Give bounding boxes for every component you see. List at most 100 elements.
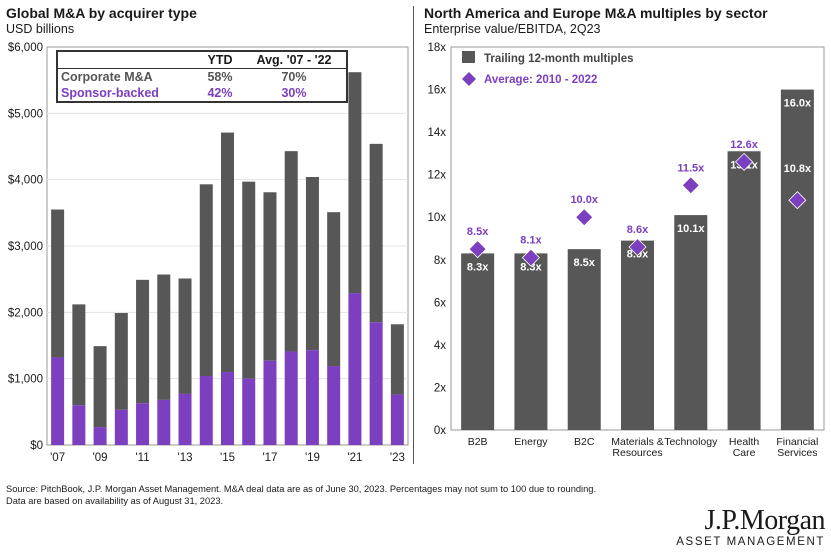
left-y-tick-label: $6,000 — [8, 42, 43, 54]
left-x-tick-label: '17 — [262, 452, 277, 464]
right-y-tick-label: 12x — [427, 170, 446, 182]
acquirer-share-table: YTD Avg. '07 - '22 Corporate M&A 58% 70%… — [56, 50, 348, 103]
left-y-tick-label: $0 — [30, 440, 43, 452]
left-y-tick-label: $1,000 — [8, 374, 43, 386]
sponsor-bar — [199, 376, 213, 445]
sponsor-bar — [178, 393, 192, 445]
right-y-tick-label: 14x — [427, 127, 446, 139]
left-y-tick-label: $3,000 — [8, 241, 43, 253]
average-diamond-marker — [788, 191, 807, 210]
category-label: Health — [729, 436, 760, 448]
trailing-multiple-bar — [514, 253, 548, 430]
table-header-blank — [58, 52, 191, 68]
legend-bar-label: Trailing 12-month multiples — [484, 53, 634, 65]
left-y-tick-label: $5,000 — [8, 108, 43, 120]
jpmorgan-logo: J.P.Morgan ASSET MANAGEMENT — [676, 505, 825, 549]
left-x-tick-label: '11 — [135, 452, 149, 464]
average-value-label: 8.6x — [627, 224, 649, 236]
corporate-bar — [369, 143, 383, 323]
left-chart-title: Global M&A by acquirer type — [6, 5, 197, 21]
table-row-sponsor: Sponsor-backed 42% 30% — [58, 85, 346, 101]
average-value-label: 12.6x — [730, 139, 758, 151]
sponsor-bar — [284, 351, 298, 445]
right-y-tick-label: 18x — [427, 42, 446, 54]
average-diamond-marker — [735, 152, 754, 171]
corporate-bar — [157, 274, 171, 400]
corporate-bar — [178, 278, 192, 394]
category-label: Financial — [776, 436, 818, 448]
average-value-label: 11.5x — [677, 162, 705, 174]
sponsor-bar — [51, 357, 65, 445]
sponsor-bar — [263, 360, 277, 445]
trailing-multiple-bar — [621, 240, 654, 430]
corporate-bar — [221, 132, 234, 373]
category-label: Resources — [612, 447, 662, 459]
sponsor-bar — [327, 366, 341, 445]
corporate-avg: 70% — [281, 70, 307, 84]
legend-bar-swatch — [462, 51, 475, 63]
left-y-tick-label: $4,000 — [8, 175, 43, 187]
right-chart: 0x 2x 4x 6x 8x 10x 12x 14x 16x 18x 8.3x 8.5x B2B 8.3x… — [427, 42, 825, 459]
corporate-bar — [51, 209, 65, 358]
bar-value-label: 8.5x — [574, 257, 596, 269]
right-y-tick-label: 0x — [434, 425, 446, 437]
corporate-bar — [114, 312, 128, 410]
right-y-tick-label: 2x — [434, 382, 446, 394]
table-header-avg: Avg. '07 - '22 — [256, 53, 332, 67]
bar-value-label: 10.1x — [677, 223, 705, 235]
bar-value-label: 8.3x — [467, 261, 489, 273]
left-x-tick-label: '09 — [93, 452, 108, 464]
sponsor-bar — [390, 394, 404, 445]
average-diamond-marker — [468, 240, 487, 259]
table-header-row: YTD Avg. '07 - '22 — [58, 52, 346, 69]
sponsor-avg: 30% — [281, 86, 307, 100]
source-line-1: Source: PitchBook, J.P. Morgan Asset Man… — [6, 484, 597, 494]
category-label: Care — [733, 447, 756, 459]
corporate-bar — [199, 184, 213, 377]
category-label: B2B — [468, 436, 488, 448]
right-y-tick-label: 8x — [434, 255, 446, 267]
left-x-tick-label: '07 — [50, 452, 65, 464]
logo-brand: J.P.Morgan — [704, 505, 825, 536]
sponsor-bar — [305, 350, 319, 445]
right-y-tick-label: 4x — [434, 340, 446, 352]
sponsor-bar — [157, 399, 171, 445]
corporate-bar — [263, 192, 277, 361]
right-y-tick-label: 6x — [434, 297, 446, 309]
corporate-bar — [136, 279, 150, 404]
corporate-bar — [327, 212, 341, 367]
corporate-label: Corporate M&A — [61, 70, 153, 84]
corporate-bar — [348, 72, 362, 294]
corporate-bar — [284, 151, 298, 352]
average-value-label: 10.8x — [784, 163, 812, 175]
right-y-tick-label: 10x — [427, 212, 446, 224]
sponsor-bar — [221, 372, 234, 445]
trailing-multiple-bar — [461, 253, 495, 430]
sponsor-bar — [93, 427, 107, 445]
corporate-bar — [305, 177, 319, 351]
average-value-label: 8.1x — [520, 235, 542, 247]
sponsor-bar — [136, 403, 150, 445]
sponsor-label: Sponsor-backed — [61, 86, 159, 100]
left-x-tick-label: '15 — [220, 452, 235, 464]
trailing-multiple-bar — [727, 151, 761, 430]
legend-diamond-label: Average: 2010 - 2022 — [484, 74, 597, 86]
right-chart-title: North America and Europe M&A multiples b… — [424, 5, 768, 21]
average-diamond-marker — [575, 208, 594, 227]
logo-unit: ASSET MANAGEMENT — [676, 536, 825, 548]
left-chart: $0 $1,000 $2,000 $3,000 $4,000 $5,000 $6,000 '0… — [8, 42, 409, 464]
left-x-tick-label: '23 — [390, 452, 405, 464]
source-line-2: Data are based on availability as of Aug… — [6, 495, 224, 506]
category-label: Services — [777, 447, 817, 459]
sponsor-bar — [369, 322, 383, 445]
legend-diamond-swatch — [462, 72, 476, 86]
table-header-ytd: YTD — [207, 53, 233, 67]
sponsor-ytd: 42% — [207, 86, 233, 100]
average-diamond-marker — [521, 248, 540, 267]
corporate-bar — [93, 346, 107, 428]
panel-divider — [413, 6, 414, 464]
trailing-multiple-bar — [567, 249, 601, 430]
left-x-tick-label: '21 — [347, 452, 362, 464]
left-x-tick-label: '13 — [178, 452, 193, 464]
sponsor-bar — [242, 378, 256, 445]
